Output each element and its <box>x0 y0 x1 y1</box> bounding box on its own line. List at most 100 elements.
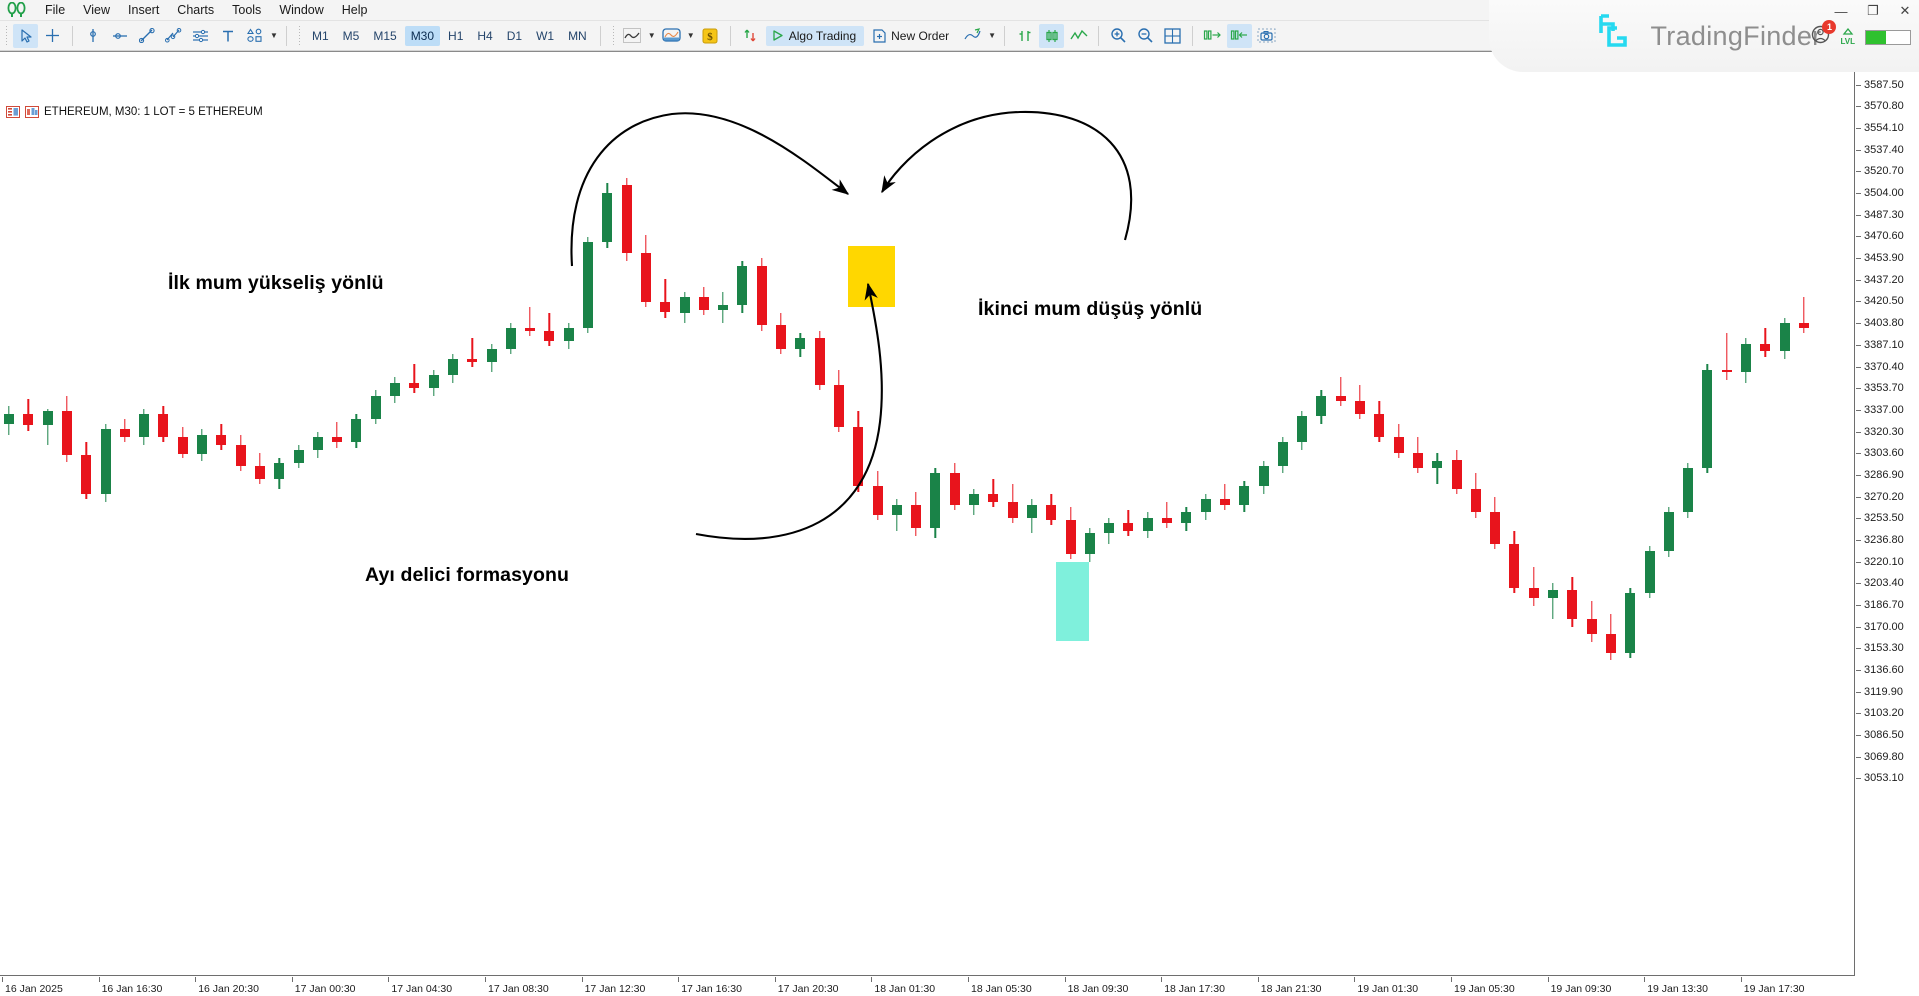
account-notification[interactable]: 1 <box>1811 20 1837 49</box>
candlestick <box>1277 437 1288 474</box>
algo-trading-button[interactable]: Algo Trading <box>765 25 865 46</box>
price-tick <box>1856 778 1861 780</box>
menu-item-view[interactable]: View <box>83 3 111 17</box>
timeframe-d1[interactable]: D1 <box>506 28 523 43</box>
timeframe-h1[interactable]: H1 <box>448 28 464 43</box>
candle-body <box>1142 517 1153 531</box>
connection-strength-bar[interactable] <box>1865 29 1911 45</box>
indicators-icon[interactable] <box>659 24 684 48</box>
timeframe-m15[interactable]: M15 <box>373 28 397 43</box>
candle-body <box>1277 442 1288 466</box>
candlestick <box>795 333 806 357</box>
screenshot-icon[interactable] <box>1254 24 1279 48</box>
new-order-button[interactable]: New Order <box>868 26 957 46</box>
candlestick <box>409 364 420 393</box>
objects-list-icon[interactable] <box>960 24 985 48</box>
candlestick <box>776 312 786 355</box>
candlestick-chart-icon[interactable] <box>1039 23 1065 48</box>
candlestick <box>1181 507 1192 531</box>
candlestick <box>1702 364 1713 474</box>
channel-icon[interactable] <box>188 24 213 48</box>
trendline-icon[interactable] <box>134 24 159 48</box>
timeframe-m5[interactable]: M5 <box>342 28 360 43</box>
menu-item-file[interactable]: File <box>45 3 66 17</box>
candle-wick <box>336 421 338 448</box>
price-tick-label: 3103.20 <box>1864 707 1904 720</box>
zoom-in-icon[interactable] <box>1106 24 1131 48</box>
price-tick-label: 3403.80 <box>1864 317 1904 330</box>
time-axis[interactable]: 16 Jan 2025 16 Jan 16:30 16 Jan 20:30 17 Ja… <box>0 977 1855 996</box>
polyline-icon[interactable] <box>161 24 186 48</box>
candlestick <box>1007 483 1018 523</box>
line-chart-icon[interactable] <box>620 24 645 48</box>
annotation-second-candle: İkinci mum düşüş yönlü <box>978 298 1203 320</box>
chart-plot-area[interactable]: İlk mum yükseliş yönlü İkinci mum düşüş … <box>0 52 1855 976</box>
price-tick <box>1856 453 1861 455</box>
shift-left-icon[interactable] <box>1227 23 1253 48</box>
candle-body <box>1663 512 1674 552</box>
candlestick <box>1470 473 1481 518</box>
candlestick <box>1123 509 1134 536</box>
play-icon <box>773 30 783 41</box>
bar-chart-icon[interactable] <box>1012 24 1037 48</box>
restore-button[interactable]: ❐ <box>1867 3 1879 18</box>
close-button[interactable]: ✕ <box>1899 3 1911 18</box>
price-tick <box>1856 561 1861 563</box>
price-tick-label: 3570.80 <box>1864 100 1904 113</box>
candle-wick <box>1725 333 1728 381</box>
text-tool-icon[interactable] <box>215 24 240 48</box>
menu-item-tools[interactable]: Tools <box>232 3 262 17</box>
minimize-button[interactable]: — <box>1834 3 1848 19</box>
toolbar-separator <box>286 25 287 46</box>
timeframe-m1[interactable]: M1 <box>312 28 329 43</box>
menu-item-help[interactable]: Help <box>341 3 368 17</box>
indicators-dropdown-icon[interactable]: ▼ <box>686 31 695 40</box>
horizontal-line-icon[interactable] <box>107 24 132 48</box>
menu-item-insert[interactable]: Insert <box>128 3 160 17</box>
lvl-arrow-icon <box>1842 28 1854 35</box>
autoscroll-icon[interactable] <box>738 24 763 48</box>
vertical-line-icon[interactable] <box>80 24 105 48</box>
shapes-icon[interactable] <box>242 24 267 48</box>
candlestick <box>447 354 458 383</box>
candle-body <box>1798 322 1809 329</box>
zoom-out-icon[interactable] <box>1133 24 1158 48</box>
cursor-arrow-icon[interactable] <box>13 23 38 48</box>
candlestick <box>274 457 285 490</box>
toolbar-separator <box>1098 25 1100 46</box>
timeframe-group-grip[interactable] <box>298 24 302 47</box>
candle-body <box>1605 634 1616 653</box>
line-chart-dropdown-icon[interactable]: ▼ <box>647 31 656 40</box>
menu-item-charts[interactable]: Charts <box>177 3 215 17</box>
menu-item-window[interactable]: Window <box>279 3 324 17</box>
candlestick <box>1683 463 1694 518</box>
chart-tools-grip[interactable] <box>611 24 616 47</box>
price-axis[interactable]: 3604.203587.503570.803554.103537.403520.… <box>1856 52 1919 976</box>
candlestick <box>1026 499 1037 534</box>
shift-right-icon[interactable] <box>1200 24 1225 48</box>
candlestick <box>1451 450 1462 495</box>
candlestick <box>756 257 767 331</box>
price-tick-label: 3153.30 <box>1864 642 1904 655</box>
grid-icon[interactable] <box>1160 24 1185 48</box>
candle-body <box>525 328 536 331</box>
timeframe-mn[interactable]: MN <box>568 28 587 43</box>
menu-bar: File View Insert Charts Tools Window Hel… <box>0 0 1919 21</box>
candlestick <box>1316 390 1327 425</box>
line-chart-mode-icon[interactable] <box>1066 24 1091 48</box>
timeframe-h4[interactable]: H4 <box>477 28 493 43</box>
crosshair-icon[interactable] <box>40 24 65 48</box>
toolbar-grip[interactable] <box>5 24 9 47</box>
level-indicator[interactable]: LVL <box>1840 28 1855 46</box>
shapes-dropdown-icon[interactable]: ▼ <box>270 31 278 40</box>
candlestick <box>1625 587 1636 658</box>
timeframe-w1[interactable]: W1 <box>536 28 555 43</box>
objects-dropdown-icon[interactable]: ▼ <box>988 31 997 40</box>
candle-body <box>1104 522 1115 534</box>
candle-body <box>1741 343 1751 373</box>
candle-body <box>254 465 265 479</box>
candlestick <box>583 237 593 334</box>
time-tick <box>871 977 873 982</box>
dollar-icon[interactable]: $ <box>698 24 723 48</box>
timeframe-m30[interactable]: M30 <box>404 25 441 46</box>
